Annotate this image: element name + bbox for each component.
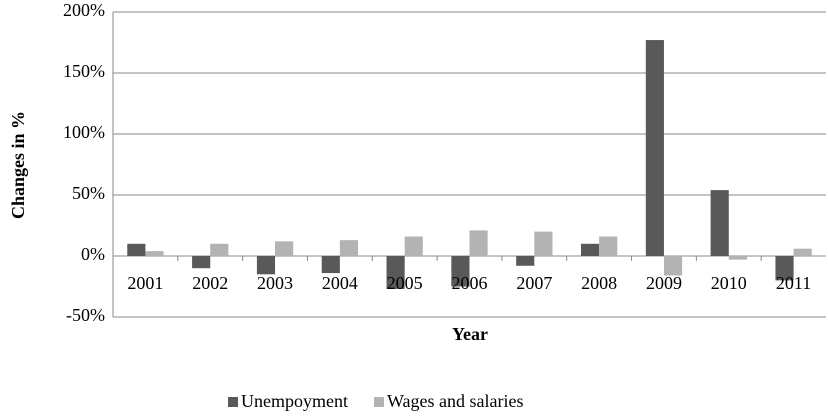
bar <box>599 236 618 256</box>
bar <box>404 236 423 256</box>
bar <box>580 243 600 256</box>
y-tick-label: 50% <box>72 183 105 203</box>
x-tick-label: 2011 <box>776 273 811 293</box>
bar <box>645 40 664 257</box>
y-tick-label: 200% <box>63 0 105 20</box>
x-tick-label: 2001 <box>127 273 163 293</box>
bar <box>728 256 747 260</box>
bar <box>663 256 683 276</box>
x-tick-label: 2008 <box>581 273 617 293</box>
legend-label: Wages and salaries <box>387 391 524 411</box>
x-tick-label: 2010 <box>711 273 747 293</box>
y-tick-label: -50% <box>66 305 105 325</box>
bar <box>793 248 812 256</box>
x-tick-label: 2006 <box>452 273 488 293</box>
y-tick-label: 150% <box>63 61 105 81</box>
bar <box>275 241 294 256</box>
bar <box>256 256 276 275</box>
bar <box>710 190 729 256</box>
bar <box>127 243 146 256</box>
legend-swatch <box>228 397 238 407</box>
bar <box>321 256 340 274</box>
bar <box>210 243 229 256</box>
bar <box>145 251 164 256</box>
bar <box>339 240 359 256</box>
x-tick-label: 2003 <box>257 273 293 293</box>
bar <box>451 256 470 287</box>
y-tick-label: 0% <box>81 244 105 264</box>
x-axis-label: Year <box>452 324 488 344</box>
y-axis-label: Changes in % <box>8 111 28 219</box>
y-tick-label: 100% <box>63 122 105 142</box>
x-tick-label: 2005 <box>387 273 423 293</box>
x-tick-label: 2009 <box>646 273 682 293</box>
bar <box>386 256 405 289</box>
bar <box>775 256 794 281</box>
bar <box>516 256 535 266</box>
bar <box>469 230 488 256</box>
bar <box>534 231 553 256</box>
legend-swatch <box>373 397 384 407</box>
x-tick-label: 2004 <box>322 273 358 293</box>
x-tick-label: 2007 <box>516 273 552 293</box>
legend-label: Unempoyment <box>241 391 348 411</box>
x-tick-label: 2002 <box>192 273 228 293</box>
bar <box>192 256 211 269</box>
